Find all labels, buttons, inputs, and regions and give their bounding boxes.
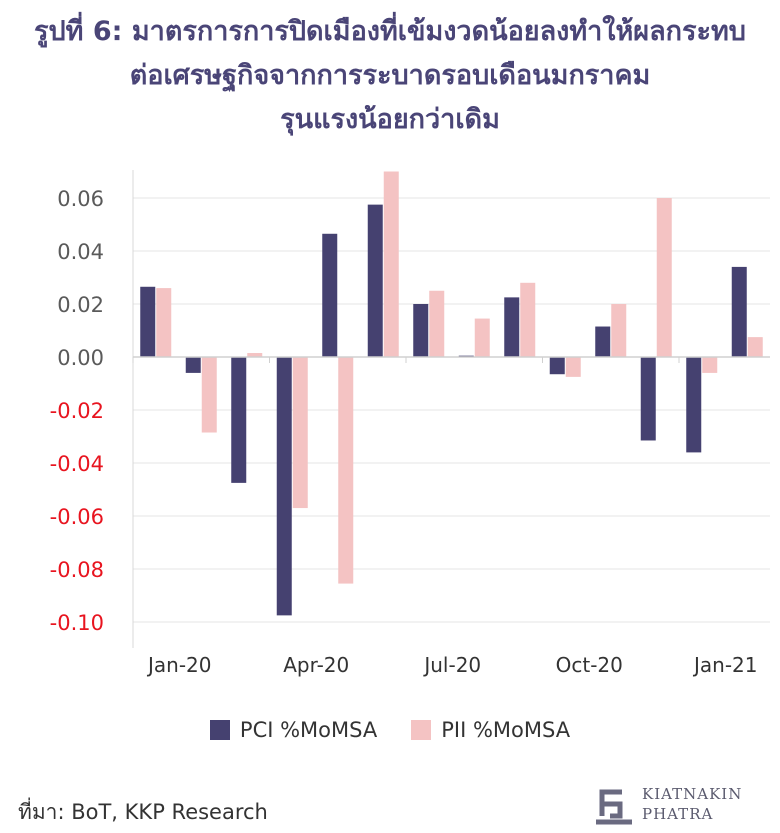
- bar-pci: [686, 357, 702, 453]
- legend-label-pii: PII %MoMSA: [441, 718, 571, 742]
- y-tick-label: -0.06: [50, 505, 104, 529]
- bar-pii: [383, 171, 399, 357]
- bar-pci: [140, 286, 156, 357]
- bar-pci: [413, 304, 429, 357]
- bar-pii: [429, 290, 445, 357]
- legend-item-pii: PII %MoMSA: [411, 718, 570, 742]
- x-tick-label: Jan-20: [146, 653, 212, 677]
- title-line-1: รูปที่ 6: มาตรการการปิดเมืองที่เข้มงวดน้…: [34, 16, 746, 47]
- x-tick-label: Oct-20: [556, 653, 623, 677]
- bar-pii: [565, 357, 581, 377]
- bar-pii: [201, 357, 217, 433]
- y-tick-label: -0.08: [50, 558, 104, 582]
- y-tick-label: 0.04: [57, 240, 104, 264]
- bar-pci: [731, 266, 747, 357]
- logo-text-line-1: KIATNAKIN: [642, 785, 743, 803]
- legend-swatch-pii: [411, 720, 432, 740]
- bar-pci: [640, 357, 656, 441]
- bar-pii: [656, 198, 672, 357]
- y-tick-label: -0.02: [50, 399, 104, 423]
- y-tick-label: 0.02: [57, 293, 104, 317]
- x-tick-label: Apr-20: [283, 653, 349, 677]
- bar-pii: [747, 337, 763, 357]
- bar-pci: [322, 233, 338, 357]
- y-tick-label: 0.00: [57, 346, 104, 370]
- bar-pci: [595, 326, 611, 357]
- chart-title: รูปที่ 6: มาตรการการปิดเมืองที่เข้มงวดน้…: [0, 10, 780, 142]
- bar-pci: [276, 357, 292, 616]
- y-tick-label: -0.10: [50, 611, 104, 635]
- bar-pii: [292, 357, 308, 509]
- title-line-3: รุนแรงน้อยกว่าเดิม: [280, 104, 500, 135]
- y-tick-label: -0.04: [50, 452, 104, 476]
- x-tick-label: Jul-20: [422, 653, 481, 677]
- legend: PCI %MoMSA PII %MoMSA: [0, 718, 780, 742]
- legend-label-pci: PCI %MoMSA: [239, 718, 378, 742]
- title-line-2: ต่อเศรษฐกิจจากการระบาดรอบเดือนมกราคม: [129, 60, 651, 91]
- legend-item-pci: PCI %MoMSA: [209, 718, 378, 742]
- bar-pci: [231, 357, 247, 483]
- legend-swatch-pci: [209, 720, 230, 740]
- kiatnakin-phatra-logo: KIATNAKIN PHATRA: [592, 782, 772, 830]
- bar-pci: [185, 357, 201, 373]
- bar-pci: [504, 297, 520, 357]
- bar-pii: [702, 357, 718, 373]
- bar-pii: [338, 357, 354, 584]
- bar-chart: 0.06 0.04 0.02 0.00 -0.02 -0.04 -0.06 -0.08 -0.1…: [50, 170, 770, 677]
- bar-pii: [474, 318, 490, 357]
- bar-pii: [520, 282, 536, 357]
- bar-pci: [549, 357, 565, 375]
- x-tick-label: Jan-21: [692, 653, 758, 677]
- logo-mark-icon: [596, 789, 632, 825]
- bar-pii: [156, 288, 172, 357]
- bar-pci: [367, 204, 383, 357]
- bar-pii: [611, 304, 627, 357]
- bar-pii: [247, 353, 263, 357]
- source-note: ที่มา: BoT, KKP Research: [18, 800, 268, 824]
- logo-text-line-2: PHATRA: [642, 805, 714, 823]
- y-tick-label: 0.06: [57, 187, 104, 211]
